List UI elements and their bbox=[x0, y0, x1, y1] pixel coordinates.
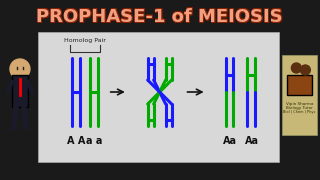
Text: a a: a a bbox=[86, 136, 102, 146]
Text: PROPHASE-1 of MEIOSIS: PROPHASE-1 of MEIOSIS bbox=[36, 8, 283, 26]
Text: Vipin Sharma: Vipin Sharma bbox=[286, 102, 313, 106]
Text: PROPHASE-1 of MEIOSIS: PROPHASE-1 of MEIOSIS bbox=[36, 9, 282, 27]
Text: PROPHASE-1 of MEIOSIS: PROPHASE-1 of MEIOSIS bbox=[37, 8, 284, 26]
Text: PROPHASE-1 of MEIOSIS: PROPHASE-1 of MEIOSIS bbox=[36, 9, 283, 27]
Circle shape bbox=[10, 59, 30, 79]
FancyBboxPatch shape bbox=[282, 55, 317, 135]
Text: PROPHASE-1 of MEIOSIS: PROPHASE-1 of MEIOSIS bbox=[36, 7, 282, 25]
Text: PROPHASE-1 of MEIOSIS: PROPHASE-1 of MEIOSIS bbox=[36, 8, 282, 26]
Text: Aa: Aa bbox=[222, 136, 236, 146]
Text: Biol | Chem | Phys: Biol | Chem | Phys bbox=[283, 110, 316, 114]
Text: PROPHASE-1 of MEIOSIS: PROPHASE-1 of MEIOSIS bbox=[37, 9, 284, 27]
FancyBboxPatch shape bbox=[12, 75, 28, 107]
Text: Biology Tutor: Biology Tutor bbox=[286, 106, 313, 110]
Text: A A: A A bbox=[67, 136, 85, 146]
Text: Aa: Aa bbox=[244, 136, 259, 146]
Text: Homolog Pair: Homolog Pair bbox=[64, 38, 106, 43]
Circle shape bbox=[300, 65, 310, 75]
Text: PROPHASE-1 of MEIOSIS: PROPHASE-1 of MEIOSIS bbox=[36, 7, 283, 25]
Text: PROPHASE-1 of MEIOSIS: PROPHASE-1 of MEIOSIS bbox=[37, 7, 284, 25]
Circle shape bbox=[292, 63, 301, 73]
FancyBboxPatch shape bbox=[38, 32, 279, 162]
FancyBboxPatch shape bbox=[287, 75, 312, 95]
